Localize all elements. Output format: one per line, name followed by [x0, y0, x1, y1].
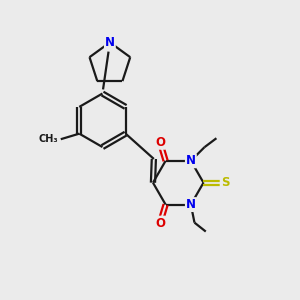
Text: N: N [105, 36, 115, 49]
Text: O: O [155, 217, 165, 230]
Text: N: N [186, 198, 196, 211]
Text: S: S [220, 176, 229, 189]
Text: CH₃: CH₃ [39, 134, 58, 144]
Text: O: O [155, 136, 165, 149]
Text: N: N [186, 154, 196, 167]
